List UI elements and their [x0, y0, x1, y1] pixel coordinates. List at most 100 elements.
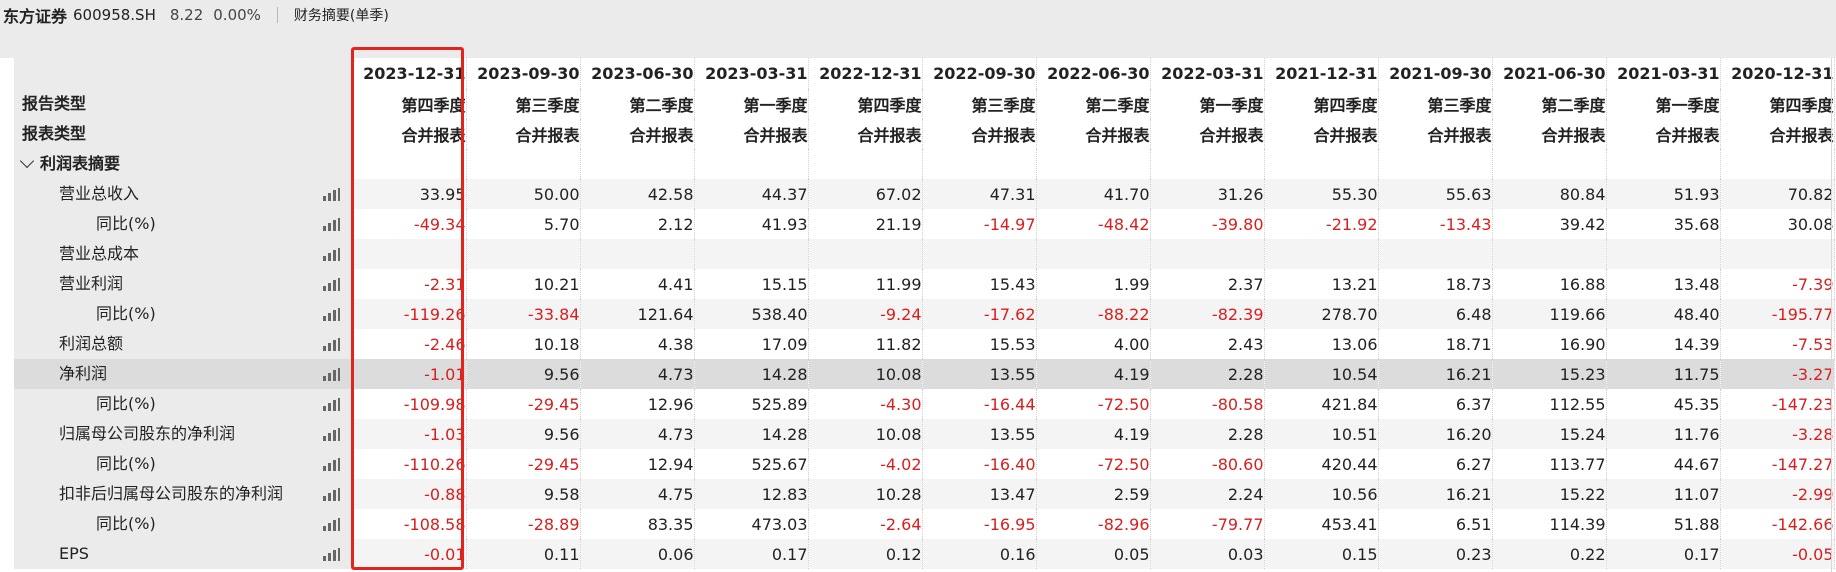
column-date[interactable]: 2021-06-30	[1492, 58, 1607, 89]
section-row-income-statement[interactable]: 利润表摘要	[14, 149, 1835, 179]
value-cell: -3.27	[1720, 359, 1835, 389]
value-cell: 15.53	[922, 329, 1037, 359]
value-cell: 0.06	[580, 539, 695, 569]
table-row[interactable]: 同比(%) -110.26 -29.45 12.94 525.67 -4.02 -16.40…	[14, 449, 1835, 479]
value-cell: 33.95	[352, 179, 467, 209]
value-cell: 10.18	[466, 329, 581, 359]
value-cell	[352, 239, 467, 269]
column-date[interactable]: 2023-03-31	[694, 58, 809, 89]
value-cell: 13.55	[922, 419, 1037, 449]
table-row[interactable]: 归属母公司股东的净利润 -1.03 9.56 4.73 14.28 10.08 13.55 4…	[14, 419, 1835, 449]
value-cell: -82.96	[1036, 509, 1151, 539]
table-row[interactable]: 营业利润 -2.31 10.21 4.41 15.15 11.99 15.43 1.99 2.3…	[14, 269, 1835, 299]
value-cell: -0.05	[1720, 539, 1835, 569]
value-cell: 0.12	[808, 539, 923, 569]
value-cell: 11.82	[808, 329, 923, 359]
table-row[interactable]: 同比(%) -108.58 -28.89 83.35 473.03 -2.64 -16.95…	[14, 509, 1835, 539]
value-cell: -29.45	[466, 389, 581, 419]
value-cell: 13.06	[1264, 329, 1379, 359]
table-row[interactable]: 扣非后归属母公司股东的净利润 -0.88 9.58 4.75 12.83 10.28 13.…	[14, 479, 1835, 509]
value-cell: -195.77	[1720, 299, 1835, 329]
column-date[interactable]: 2020-12-31	[1720, 58, 1835, 89]
column-date[interactable]: 2021-03-31	[1606, 58, 1721, 89]
value-cell: 51.88	[1606, 509, 1721, 539]
value-cell: 10.56	[1264, 479, 1379, 509]
value-cell	[1150, 239, 1265, 269]
column-date[interactable]: 2022-12-31	[808, 58, 923, 89]
value-cell: 4.19	[1036, 359, 1151, 389]
column-date[interactable]: 2021-09-30	[1378, 58, 1493, 89]
value-cell: -21.92	[1264, 209, 1379, 239]
section-toggle[interactable]: 利润表摘要	[19, 149, 121, 179]
row-label-cell: 净利润	[14, 359, 353, 389]
value-cell: 4.73	[580, 419, 695, 449]
row-label: 扣非后归属母公司股东的净利润	[59, 484, 284, 503]
section-title: 利润表摘要	[40, 154, 121, 173]
table-row[interactable]: 净利润 -1.01 9.56 4.73 14.28 10.08 13.55 4.19 2.28 1…	[14, 359, 1835, 389]
value-cell	[1492, 239, 1607, 269]
value-cell: -2.31	[352, 269, 467, 299]
value-cell: 121.64	[580, 299, 695, 329]
value-cell: -119.26	[352, 299, 467, 329]
value-cell: 0.22	[1492, 539, 1607, 569]
value-cell: 119.66	[1492, 299, 1607, 329]
bar-chart-icon[interactable]	[322, 248, 340, 261]
bar-chart-icon[interactable]	[322, 548, 340, 561]
bar-chart-icon[interactable]	[322, 428, 340, 441]
value-cell: 10.21	[466, 269, 581, 299]
table-row[interactable]: EPS -0.01 0.11 0.06 0.17 0.12 0.16 0.05 0.03 0.15…	[14, 539, 1835, 569]
table-row[interactable]: 同比(%) -49.34 5.70 2.12 41.93 21.19 -14.97 -48.4…	[14, 209, 1835, 239]
value-cell: -3.28	[1720, 419, 1835, 449]
value-cell: 10.08	[808, 419, 923, 449]
bar-chart-icon[interactable]	[322, 308, 340, 321]
column-date[interactable]: 2022-03-31	[1150, 58, 1265, 89]
empty-cell	[1378, 149, 1493, 179]
column-date[interactable]: 2021-12-31	[1264, 58, 1379, 89]
tab-financial-summary-quarterly[interactable]: 财务摘要(单季)	[293, 8, 389, 24]
bar-chart-icon[interactable]	[322, 278, 340, 291]
value-cell: 4.75	[580, 479, 695, 509]
column-date[interactable]: 2023-06-30	[580, 58, 695, 89]
bar-chart-icon[interactable]	[322, 458, 340, 471]
value-cell: 14.28	[694, 419, 809, 449]
value-cell: 18.71	[1378, 329, 1493, 359]
value-cell: 4.38	[580, 329, 695, 359]
row-label: 同比(%)	[96, 304, 156, 323]
column-date[interactable]: 2023-09-30	[466, 58, 581, 89]
bar-chart-icon[interactable]	[322, 488, 340, 501]
value-cell: 13.47	[922, 479, 1037, 509]
report-type-cell: 合并报表	[466, 119, 581, 149]
value-cell: -80.58	[1150, 389, 1265, 419]
bar-chart-icon[interactable]	[322, 338, 340, 351]
value-cell: -80.60	[1150, 449, 1265, 479]
bar-chart-icon[interactable]	[322, 188, 340, 201]
value-cell: 421.84	[1264, 389, 1379, 419]
stock-change: 0.00%	[213, 6, 261, 24]
value-cell: 39.42	[1492, 209, 1607, 239]
table-row[interactable]: 利润总额 -2.46 10.18 4.38 17.09 11.82 15.53 4.00 2.4…	[14, 329, 1835, 359]
report-period-cell: 第一季度	[1150, 89, 1265, 119]
column-date[interactable]: 2023-12-31	[352, 58, 467, 89]
column-date[interactable]: 2022-06-30	[1036, 58, 1151, 89]
chevron-down-icon[interactable]	[19, 153, 35, 169]
value-cell: 13.55	[922, 359, 1037, 389]
value-cell: -0.01	[352, 539, 467, 569]
bar-chart-icon[interactable]	[322, 218, 340, 231]
row-label-cell: 营业总成本	[14, 239, 353, 269]
table-row[interactable]: 营业总收入 33.95 50.00 42.58 44.37 67.02 47.31 41.70…	[14, 179, 1835, 209]
row-label: 利润总额	[59, 334, 124, 353]
bar-chart-icon[interactable]	[322, 518, 340, 531]
report-type-cell: 合并报表	[1264, 119, 1379, 149]
table-row[interactable]: 营业总成本	[14, 239, 1835, 269]
table-row[interactable]: 同比(%) -119.26 -33.84 121.64 538.40 -9.24 -17.6…	[14, 299, 1835, 329]
row-label: 营业总成本	[59, 244, 140, 263]
table-row[interactable]: 同比(%) -109.98 -29.45 12.96 525.89 -4.30 -16.44…	[14, 389, 1835, 419]
value-cell: 70.82	[1720, 179, 1835, 209]
bar-chart-icon[interactable]	[322, 398, 340, 411]
column-date[interactable]: 2022-09-30	[922, 58, 1037, 89]
empty-cell	[580, 149, 695, 179]
report-period-cell: 第一季度	[694, 89, 809, 119]
bar-chart-icon[interactable]	[322, 368, 340, 381]
value-cell: 44.67	[1606, 449, 1721, 479]
section-label-cell[interactable]: 利润表摘要	[14, 149, 353, 179]
